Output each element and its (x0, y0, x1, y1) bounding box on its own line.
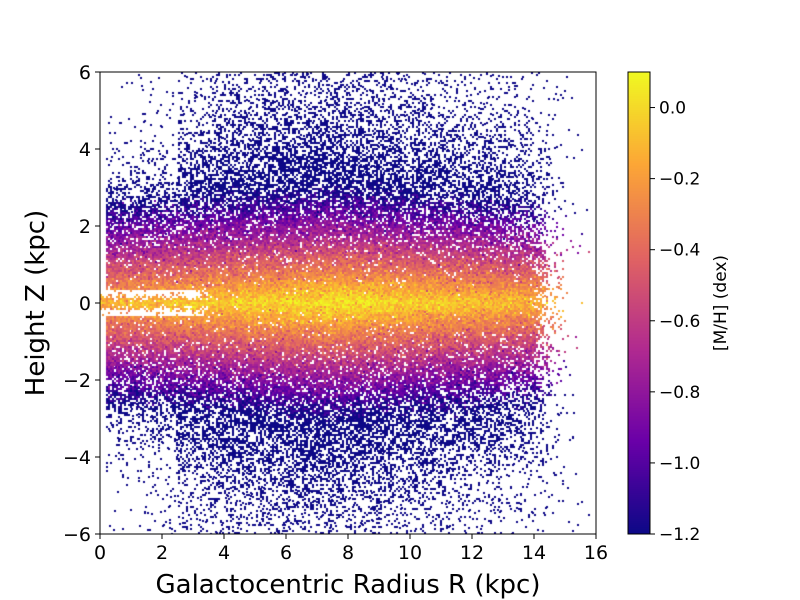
x-tick-label: 2 (156, 542, 168, 564)
plot-frame (99, 71, 597, 535)
y-tick-label: 6 (79, 62, 91, 84)
x-axis-label: Galactocentric Radius R (kpc) (156, 570, 541, 600)
y-axis-label: Height Z (kpc) (21, 210, 51, 396)
y-axis-ticks: −6 −4 −2 0 2 4 6 (63, 62, 100, 546)
colorbar-tick-label: −0.4 (659, 241, 700, 261)
y-tick-label: 0 (79, 293, 91, 315)
heatmap-plot-area (100, 72, 596, 534)
colorbar (628, 72, 650, 534)
colorbar-label: [M/H] (dex) (711, 255, 731, 351)
colorbar-tick-label: −1.0 (659, 454, 700, 474)
x-tick-label: 4 (218, 542, 230, 564)
colorbar-tick-label: −0.2 (659, 170, 700, 190)
x-tick-label: 8 (342, 542, 354, 564)
colorbar-tick-label: −0.8 (659, 383, 700, 403)
x-tick-label: 6 (280, 542, 292, 564)
x-tick-label: 16 (584, 542, 608, 564)
x-tick-label: 12 (460, 542, 484, 564)
y-tick-label: −2 (63, 370, 91, 392)
colorbar-ticks: 0.0 −0.2 −0.4 −0.6 −0.8 −1.0 −1.2 (650, 99, 700, 545)
colorbar-frame (627, 71, 651, 535)
axes-frame (99, 71, 651, 535)
x-tick-label: 14 (522, 542, 546, 564)
x-tick-label: 0 (94, 542, 106, 564)
colorbar-tick-label: 0.0 (659, 99, 686, 119)
y-tick-label: −6 (63, 524, 91, 546)
colorbar-tick-label: −1.2 (659, 525, 700, 545)
y-tick-label: 2 (79, 216, 91, 238)
x-tick-label: 10 (398, 542, 422, 564)
y-tick-label: −4 (63, 447, 91, 469)
y-tick-label: 4 (79, 139, 91, 161)
colorbar-tick-label: −0.6 (659, 312, 700, 332)
x-axis-ticks: 0 2 4 6 8 10 12 14 16 (94, 534, 608, 564)
